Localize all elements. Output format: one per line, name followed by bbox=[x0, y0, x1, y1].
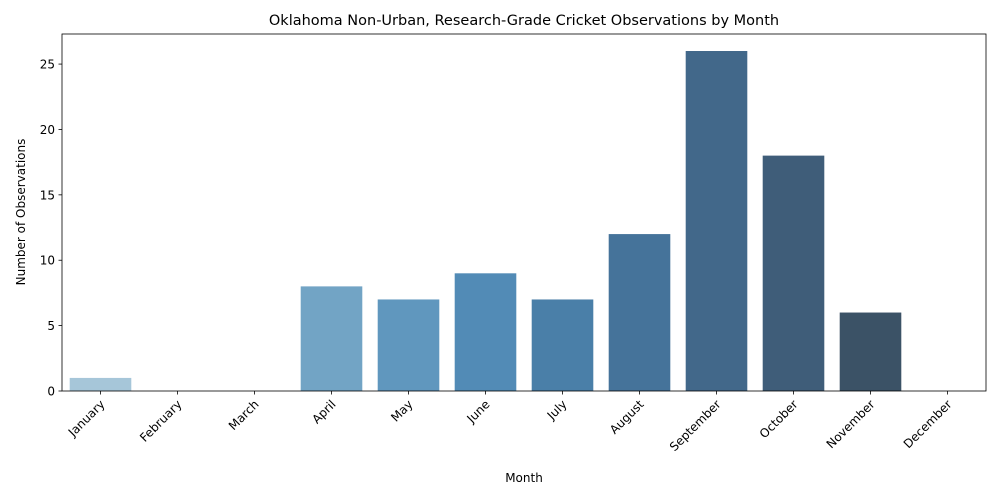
plot-frame bbox=[61, 33, 987, 392]
y-tick-label: 5 bbox=[47, 319, 55, 333]
x-tick-label: May bbox=[388, 397, 415, 424]
x-tick-label: September bbox=[667, 397, 724, 454]
bar-june bbox=[454, 273, 517, 391]
x-tick-label: April bbox=[309, 397, 338, 426]
x-tick-label: January bbox=[65, 397, 108, 440]
x-tick-label: February bbox=[137, 397, 185, 445]
y-tick-label: 20 bbox=[40, 123, 55, 137]
y-axis-label: Number of Observations bbox=[14, 139, 28, 286]
chart-title: Oklahoma Non-Urban, Research-Grade Crick… bbox=[269, 13, 779, 29]
x-tick-label: March bbox=[226, 397, 262, 433]
bar-october bbox=[762, 155, 825, 391]
x-tick-label: December bbox=[901, 397, 955, 451]
x-axis: January February March April May June July Augu… bbox=[65, 391, 955, 454]
x-tick-label: August bbox=[607, 397, 647, 437]
x-tick-label: July bbox=[544, 397, 570, 423]
bar-april bbox=[300, 286, 363, 391]
bar-november bbox=[839, 312, 902, 391]
x-tick-label: October bbox=[757, 397, 801, 441]
bar-may bbox=[377, 299, 440, 391]
bar-september bbox=[685, 51, 748, 391]
y-tick-label: 15 bbox=[40, 188, 55, 202]
y-axis: 0 5 10 15 20 25 bbox=[40, 58, 62, 399]
x-tick-label: November bbox=[824, 397, 878, 451]
bars-layer bbox=[69, 51, 902, 391]
bar-january bbox=[69, 377, 132, 391]
x-axis-label: Month bbox=[505, 471, 543, 485]
y-tick-label: 25 bbox=[40, 58, 55, 72]
bar-august bbox=[608, 234, 671, 391]
y-tick-label: 0 bbox=[47, 385, 55, 399]
y-tick-label: 10 bbox=[40, 254, 55, 268]
bar-july bbox=[531, 299, 594, 391]
x-tick-label: June bbox=[464, 397, 493, 426]
